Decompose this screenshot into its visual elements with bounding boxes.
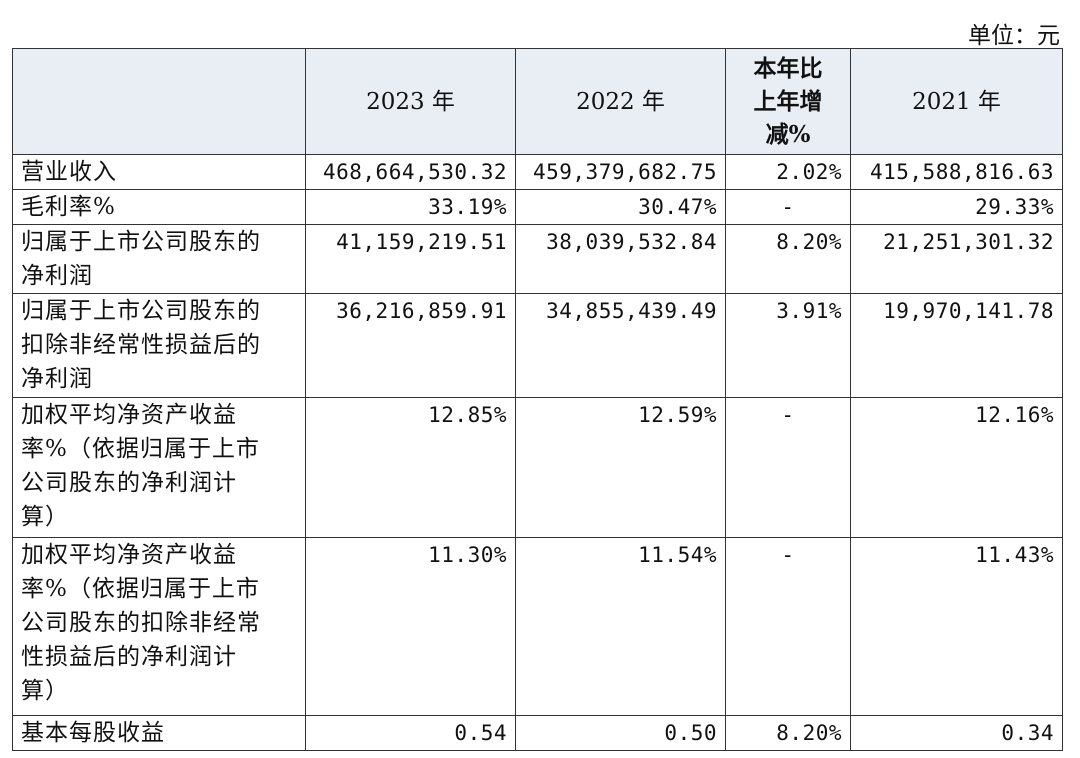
label-line: 营业收入 xyxy=(21,159,117,185)
label-line: 公司股东的净利润计 xyxy=(21,470,237,496)
value-cell: 11.54% xyxy=(515,537,726,716)
label-line: 算） xyxy=(21,504,69,530)
label-line: 归属于上市公司股东的 xyxy=(21,298,261,324)
label-line: 率%（依据归属于上市 xyxy=(21,576,260,602)
label-line: 性损益后的净利润计 xyxy=(21,644,237,670)
table-row: 归属于上市公司股东的 净利润 41,159,219.51 38,039,532.84 8… xyxy=(12,224,1063,294)
value-cell: 30.47% xyxy=(515,189,726,225)
value-cell: 19,970,141.78 xyxy=(850,293,1063,398)
value-cell: 12.16% xyxy=(850,397,1063,538)
row-label: 基本每股收益 xyxy=(12,715,306,751)
value-cell: 11.43% xyxy=(850,537,1063,716)
row-label: 归属于上市公司股东的 净利润 xyxy=(12,224,306,294)
label-line: 率%（依据归属于上市 xyxy=(21,436,260,462)
table-row: 营业收入 468,664,530.32 459,379,682.75 2.02% 415… xyxy=(12,154,1063,190)
row-label: 归属于上市公司股东的 扣除非经常性损益后的 净利润 xyxy=(12,293,306,398)
value-cell: 11.30% xyxy=(305,537,516,716)
value-cell: 415,588,816.63 xyxy=(850,154,1063,190)
value-cell: 468,664,530.32 xyxy=(305,154,516,190)
value-cell: - xyxy=(725,537,851,716)
label-line: 归属于上市公司股东的 xyxy=(21,229,261,255)
value-cell: 8.20% xyxy=(725,224,851,294)
value-cell: - xyxy=(725,189,851,225)
value-cell: 12.85% xyxy=(305,397,516,538)
financial-table: 2023 年 2022 年本年比 上年增 减% 2021 年 营业收入 468,664,5… xyxy=(12,48,1063,751)
value-cell: 2.02% xyxy=(725,154,851,190)
value-cell: 38,039,532.84 xyxy=(515,224,726,294)
header-cell: 2023 年 xyxy=(305,48,516,155)
row-label: 加权平均净资产收益 率%（依据归属于上市 公司股东的净利润计 算） xyxy=(12,397,306,538)
value-cell: 0.54 xyxy=(305,715,516,751)
value-cell: - xyxy=(725,397,851,538)
label-line: 加权平均净资产收益 xyxy=(21,402,237,428)
unit-label: 单位：元 xyxy=(968,23,1060,49)
label-line: 加权平均净资产收益 xyxy=(21,542,237,568)
table-row: 归属于上市公司股东的 扣除非经常性损益后的 净利润 36,216,859.91 34,8… xyxy=(12,293,1063,398)
value-cell: 8.20% xyxy=(725,715,851,751)
label-line: 扣除非经常性损益后的 xyxy=(21,332,261,358)
header-cell: 2021 年 xyxy=(850,48,1063,155)
table-row: 加权平均净资产收益 率%（依据归属于上市 公司股东的扣除非经常 性损益后的净利润计 算）… xyxy=(12,537,1063,716)
value-cell: 12.59% xyxy=(515,397,726,538)
header-line: 减% xyxy=(765,121,811,148)
header-line: 本年比 xyxy=(753,55,823,82)
header-cell: 2022 年 xyxy=(515,48,726,155)
table-row: 基本每股收益 0.54 0.50 8.20% 0.34 xyxy=(12,715,1063,751)
table-row: 加权平均净资产收益 率%（依据归属于上市 公司股东的净利润计 算） 12.85% 12.5… xyxy=(12,397,1063,538)
value-cell: 3.91% xyxy=(725,293,851,398)
value-cell: 0.34 xyxy=(850,715,1063,751)
label-line: 毛利率% xyxy=(21,194,116,220)
label-line: 基本每股收益 xyxy=(21,720,165,746)
value-cell: 33.19% xyxy=(305,189,516,225)
header-cell: 本年比上年增减% xyxy=(725,48,851,155)
header-line: 上年增 xyxy=(753,88,823,115)
value-cell: 21,251,301.32 xyxy=(850,224,1063,294)
value-cell: 0.50 xyxy=(515,715,726,751)
table-body: 营业收入 468,664,530.32 459,379,682.75 2.02% 415… xyxy=(12,154,1063,751)
value-cell: 36,216,859.91 xyxy=(305,293,516,398)
value-cell: 29.33% xyxy=(850,189,1063,225)
row-label: 毛利率% xyxy=(12,189,306,225)
table-row: 毛利率% 33.19% 30.47% -29.33% xyxy=(12,189,1063,225)
table-header: 2023 年 2022 年本年比 上年增 减% 2021 年 xyxy=(12,48,1063,155)
label-line: 净利润 xyxy=(21,366,93,392)
label-line: 算） xyxy=(21,678,69,704)
label-line: 公司股东的扣除非经常 xyxy=(21,610,261,636)
row-label: 营业收入 xyxy=(12,154,306,190)
row-label: 加权平均净资产收益 率%（依据归属于上市 公司股东的扣除非经常 性损益后的净利润计 算） xyxy=(12,537,306,716)
header-row: 2023 年 2022 年本年比 上年增 减% 2021 年 xyxy=(12,48,1063,155)
label-line: 净利润 xyxy=(21,263,93,289)
value-cell: 34,855,439.49 xyxy=(515,293,726,398)
header-cell xyxy=(12,48,306,155)
value-cell: 459,379,682.75 xyxy=(515,154,726,190)
value-cell: 41,159,219.51 xyxy=(305,224,516,294)
